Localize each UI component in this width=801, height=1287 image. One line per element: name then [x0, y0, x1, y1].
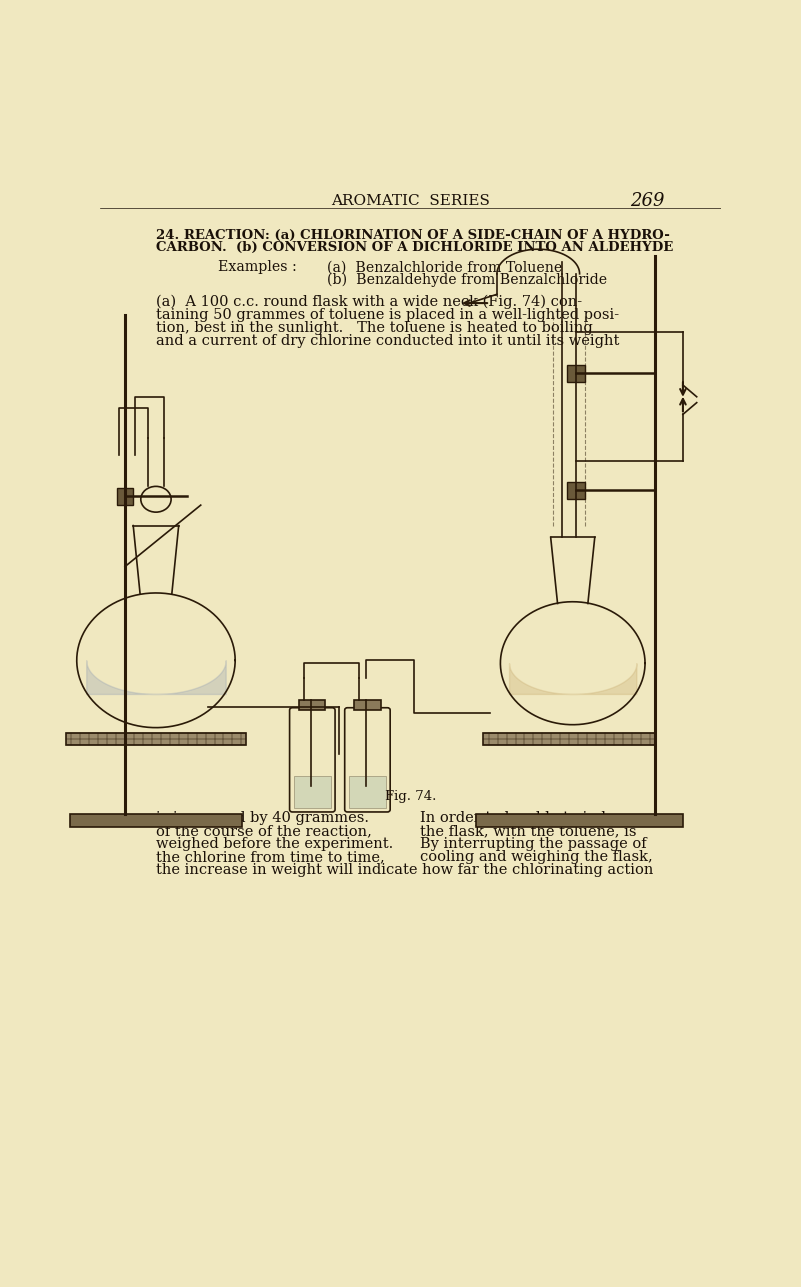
Text: (b)  Benzaldehyde from Benzalchloride: (b) Benzaldehyde from Benzalchloride — [327, 273, 607, 287]
Text: is increased by 40 grammes.: is increased by 40 grammes. — [156, 811, 369, 825]
FancyBboxPatch shape — [567, 364, 585, 382]
Text: of the course of the reaction,: of the course of the reaction, — [156, 824, 372, 838]
Text: weighed before the experiment.: weighed before the experiment. — [156, 837, 393, 851]
Text: cooling and weighing the flask,: cooling and weighing the flask, — [420, 849, 653, 864]
Text: 269: 269 — [630, 192, 665, 210]
Text: In order to be able to judge: In order to be able to judge — [420, 811, 624, 825]
Text: AROMATIC  SERIES: AROMATIC SERIES — [331, 194, 490, 208]
FancyBboxPatch shape — [300, 700, 325, 710]
FancyBboxPatch shape — [348, 776, 386, 808]
Text: the chlorine from time to time,: the chlorine from time to time, — [156, 849, 384, 864]
FancyBboxPatch shape — [70, 815, 242, 828]
FancyBboxPatch shape — [66, 734, 246, 745]
Text: tion, best in the sunlight.   The toluene is heated to boiling: tion, best in the sunlight. The toluene … — [156, 320, 593, 335]
Text: the flask, with the toluene, is: the flask, with the toluene, is — [420, 824, 636, 838]
FancyBboxPatch shape — [483, 734, 655, 745]
FancyBboxPatch shape — [354, 700, 380, 710]
FancyBboxPatch shape — [117, 488, 133, 505]
Text: the increase in weight will indicate how far the chlorinating action: the increase in weight will indicate how… — [156, 864, 654, 876]
FancyBboxPatch shape — [477, 815, 683, 828]
Text: (a)  A 100 c.c. round flask with a wide neck (Fig. 74) con-: (a) A 100 c.c. round flask with a wide n… — [156, 295, 582, 309]
Text: Examples :: Examples : — [218, 260, 297, 274]
FancyBboxPatch shape — [567, 481, 585, 499]
FancyBboxPatch shape — [294, 776, 331, 808]
Text: Fig. 74.: Fig. 74. — [384, 790, 437, 803]
Text: By interrupting the passage of: By interrupting the passage of — [420, 837, 646, 851]
Text: CARBON.  (b) CONVERSION OF A DICHLORIDE INTO AN ALDEHYDE: CARBON. (b) CONVERSION OF A DICHLORIDE I… — [156, 241, 674, 254]
Text: 24. REACTION: (a) CHLORINATION OF A SIDE-CHAIN OF A HYDRO-: 24. REACTION: (a) CHLORINATION OF A SIDE… — [156, 229, 670, 242]
Text: and a current of dry chlorine conducted into it until its weight: and a current of dry chlorine conducted … — [156, 333, 619, 347]
Text: (a)  Benzalchloride from Toluene: (a) Benzalchloride from Toluene — [327, 260, 562, 274]
Text: taining 50 grammes of toluene is placed in a well-lighted posi-: taining 50 grammes of toluene is placed … — [156, 308, 619, 322]
